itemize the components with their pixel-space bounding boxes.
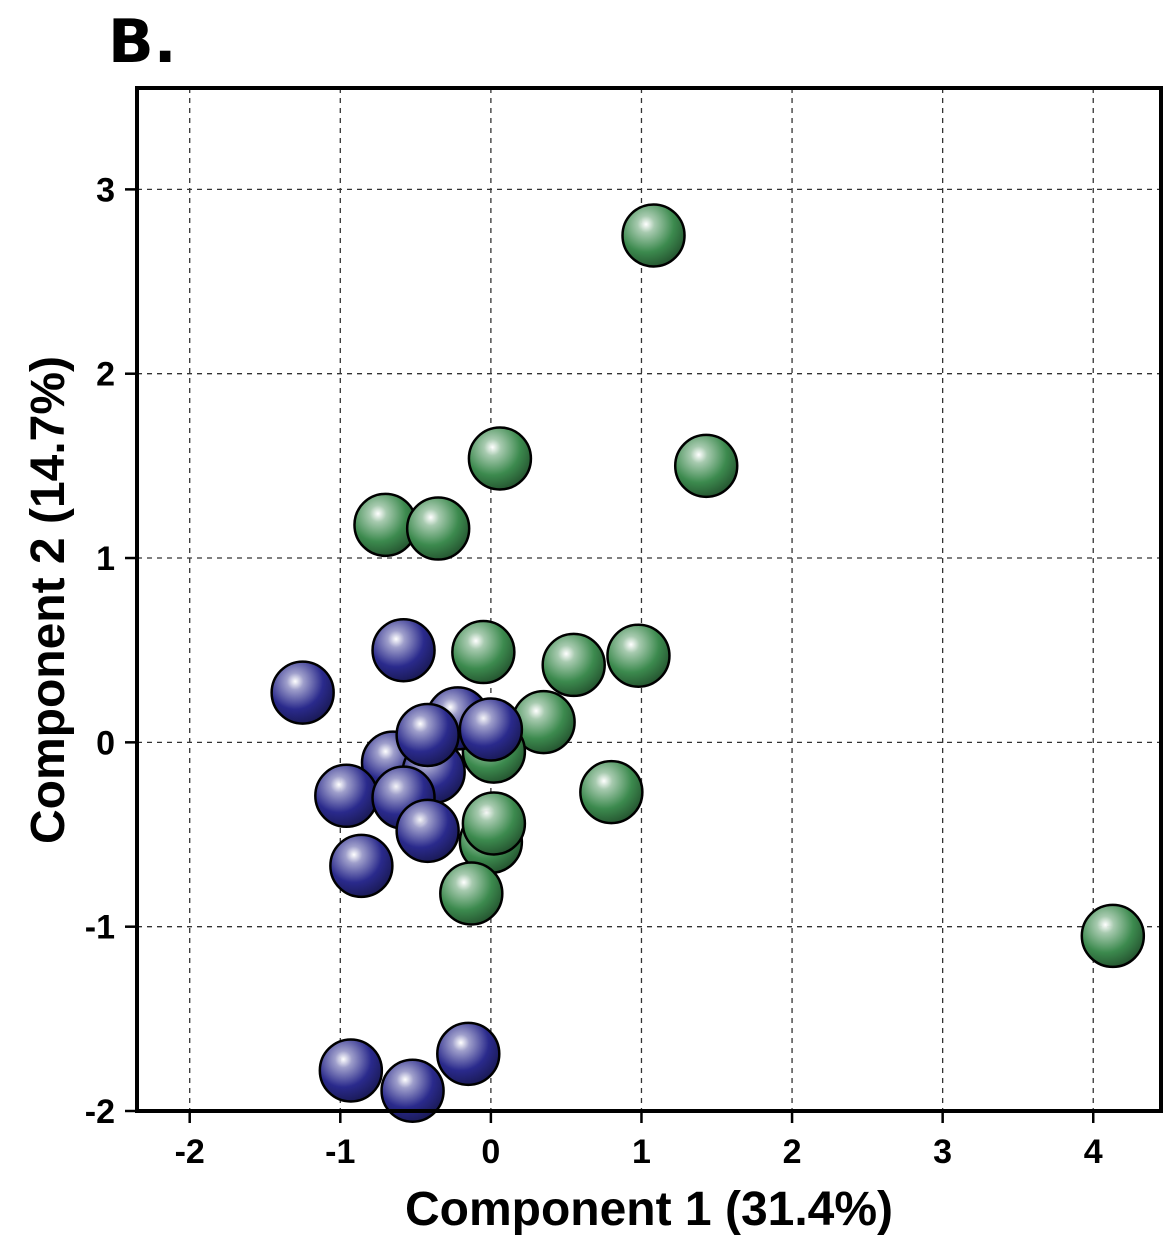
x-tick-label: 2 [783,1133,802,1171]
scatter-point [1080,903,1146,969]
scatter-point [270,660,335,725]
y-axis-label: Component 2 (14.7%) [22,356,75,844]
scatter-point [458,697,524,762]
scatter-point [673,433,739,499]
scatter-point [579,759,644,825]
y-tick-label: 3 [96,171,115,209]
scatter-point [439,861,504,926]
scatter-point [436,1021,501,1087]
scatter-point [314,763,379,829]
scatter-point [541,632,606,698]
x-tick-labels: -2 -1 0 1 2 3 4 [175,1133,1103,1171]
data-points [270,203,1146,1123]
scatter-point [451,619,516,685]
y-tick-labels: -2 -1 0 1 2 3 [85,171,115,1131]
scatter-point [621,203,686,268]
y-tick-label: -2 [85,1093,115,1131]
y-tick-label: 0 [96,724,115,762]
scatter-point [329,833,394,899]
scatter-point [395,702,460,768]
x-tick-label: 1 [632,1133,651,1171]
scatter-point [467,426,533,491]
grid-lines [137,88,1161,1112]
scatter-point [395,798,460,864]
scatter-point [371,617,436,683]
x-tick-label: 3 [933,1133,952,1171]
x-tick-label: -2 [175,1133,205,1171]
y-tick-label: -1 [85,909,115,947]
y-tick-label: 2 [96,356,115,394]
scatter-point [380,1058,445,1123]
axis-ticks [125,188,1095,1123]
plot-frame [135,86,1163,1113]
scatter-point [606,623,671,688]
scatter-point [405,496,471,561]
scatter-point [461,791,527,856]
x-tick-label: 4 [1084,1133,1103,1171]
x-tick-label: -1 [325,1133,355,1171]
x-axis-label: Component 1 (31.4%) [405,1183,893,1236]
y-tick-label: 1 [96,540,115,578]
scatter-point [318,1038,384,1103]
panel-label: B. [108,7,177,77]
x-tick-label: 0 [481,1133,500,1171]
